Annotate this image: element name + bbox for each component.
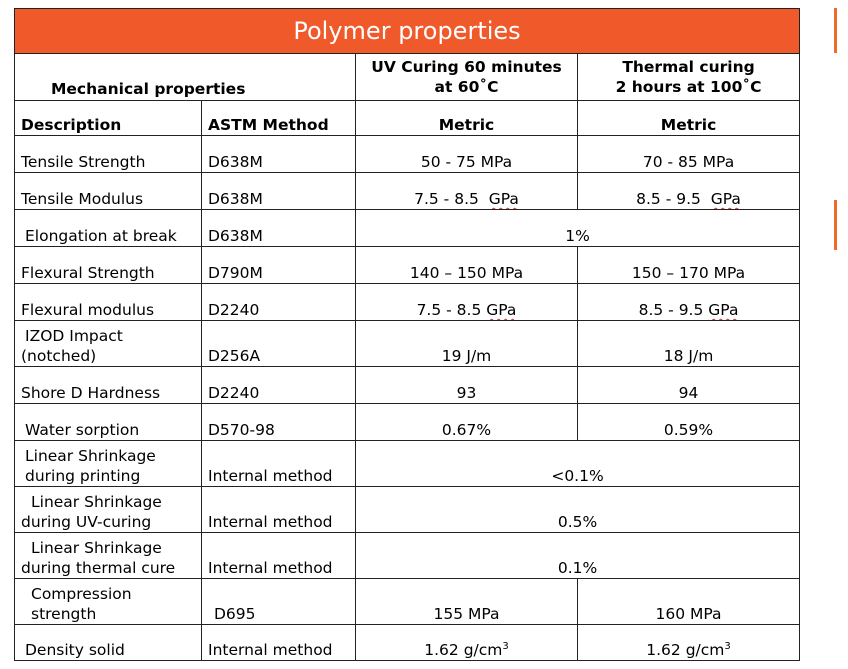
row-merged-value: 1%: [354, 209, 801, 247]
table-row: Compression strength D695 155 MPa 160 MPa: [14, 578, 801, 625]
table-row: Shore D Hardness D2240 93 94: [14, 366, 801, 404]
row-description: Compression strength: [14, 578, 202, 625]
row-thermal-value: 150 – 170 MPa: [576, 246, 801, 284]
row-method: Internal method: [201, 624, 356, 661]
row-method: D256A: [201, 320, 356, 367]
title-row: Polymer properties: [13, 8, 801, 54]
row-description: Density solid: [14, 624, 202, 661]
table-row: Linear Shrinkage during thermal cure Inte…: [14, 532, 801, 579]
row-thermal-value: 8.5 - 9.5 GPa: [576, 172, 801, 210]
row-description: Tensile Strength: [14, 135, 202, 173]
table-row: Density solid Internal method 1.62 g/cm3…: [14, 624, 801, 661]
header-row: Mechanical properties UV Curing 60 minut…: [14, 53, 801, 101]
row-method: D790M: [201, 246, 356, 284]
thermal-curing-heading: Thermal curing 2 hours at 100˚C: [576, 53, 801, 101]
row-thermal-value: 0.59%: [576, 403, 801, 441]
row-description: Water sorption: [14, 403, 202, 441]
section-heading: Mechanical properties: [14, 53, 356, 101]
table-title: Polymer properties: [13, 8, 801, 54]
row-uv-value: 140 – 150 MPa: [355, 246, 578, 284]
table-row: Linear Shrinkage during UV-curing Interna…: [14, 486, 801, 533]
row-uv-value: 7.5 - 8.5 GPa: [355, 172, 578, 210]
row-description: Linear Shrinkage during printing: [14, 440, 202, 487]
row-thermal-value: 1.62 g/cm3: [576, 624, 801, 661]
subheader-row: Description ASTM Method Metric Metric: [14, 100, 801, 136]
row-method: D2240: [201, 283, 356, 321]
row-description: Linear Shrinkage during UV-curing: [14, 486, 202, 533]
uv-curing-heading: UV Curing 60 minutes at 60˚C: [355, 53, 578, 101]
row-description: Shore D Hardness: [14, 366, 202, 404]
astm-method-header: ASTM Method: [201, 100, 356, 136]
slide-edge-accent-mid: [834, 200, 837, 250]
row-method: D570-98: [201, 403, 356, 441]
table-row: Elongation at break D638M 1%: [14, 209, 801, 247]
row-thermal-value: 94: [576, 366, 801, 404]
row-method: D638M: [201, 172, 356, 210]
row-uv-value: 0.67%: [355, 403, 578, 441]
slide-edge-accent-top: [834, 8, 837, 53]
row-merged-value: <0.1%: [354, 440, 801, 487]
row-uv-value: 7.5 - 8.5 GPa: [355, 283, 578, 321]
row-description: Linear Shrinkage during thermal cure: [14, 532, 202, 579]
row-method: D2240: [201, 366, 356, 404]
polymer-properties-table: Polymer properties Mechanical properties…: [13, 8, 801, 661]
row-method: D695: [201, 578, 356, 625]
metric-thermal-header: Metric: [576, 100, 801, 136]
row-description: Flexural Strength: [14, 246, 202, 284]
row-thermal-value: 18 J/m: [576, 320, 801, 367]
metric-uv-header: Metric: [355, 100, 578, 136]
row-description: IZOD Impact (notched): [14, 320, 202, 367]
table-row: Tensile Modulus D638M 7.5 - 8.5 GPa 8.5 …: [14, 172, 801, 210]
row-description: Tensile Modulus: [14, 172, 202, 210]
row-uv-value: 50 - 75 MPa: [355, 135, 578, 173]
table-row: Flexural modulus D2240 7.5 - 8.5 GPa 8.5…: [14, 283, 801, 321]
table-row: Linear Shrinkage during printing Internal…: [14, 440, 801, 487]
row-description: Elongation at break: [14, 209, 202, 247]
row-thermal-value: 160 MPa: [576, 578, 801, 625]
row-method: Internal method: [201, 440, 356, 487]
table-row: Flexural Strength D790M 140 – 150 MPa 15…: [14, 246, 801, 284]
row-merged-value: 0.5%: [354, 486, 801, 533]
description-header: Description: [14, 100, 202, 136]
row-uv-value: 1.62 g/cm3: [355, 624, 578, 661]
row-method: D638M: [201, 209, 356, 247]
row-method: D638M: [201, 135, 356, 173]
row-method: Internal method: [201, 532, 356, 579]
row-uv-value: 19 J/m: [355, 320, 578, 367]
row-method: Internal method: [201, 486, 356, 533]
table-row: Tensile Strength D638M 50 - 75 MPa 70 - …: [14, 135, 801, 173]
row-uv-value: 93: [355, 366, 578, 404]
row-merged-value: 0.1%: [354, 532, 801, 579]
table-row: Water sorption D570-98 0.67% 0.59%: [14, 403, 801, 441]
row-thermal-value: 8.5 - 9.5 GPa: [576, 283, 801, 321]
table-row: IZOD Impact (notched) D256A 19 J/m 18 J/m: [14, 320, 801, 367]
row-uv-value: 155 MPa: [355, 578, 578, 625]
row-description: Flexural modulus: [14, 283, 202, 321]
row-thermal-value: 70 - 85 MPa: [576, 135, 801, 173]
